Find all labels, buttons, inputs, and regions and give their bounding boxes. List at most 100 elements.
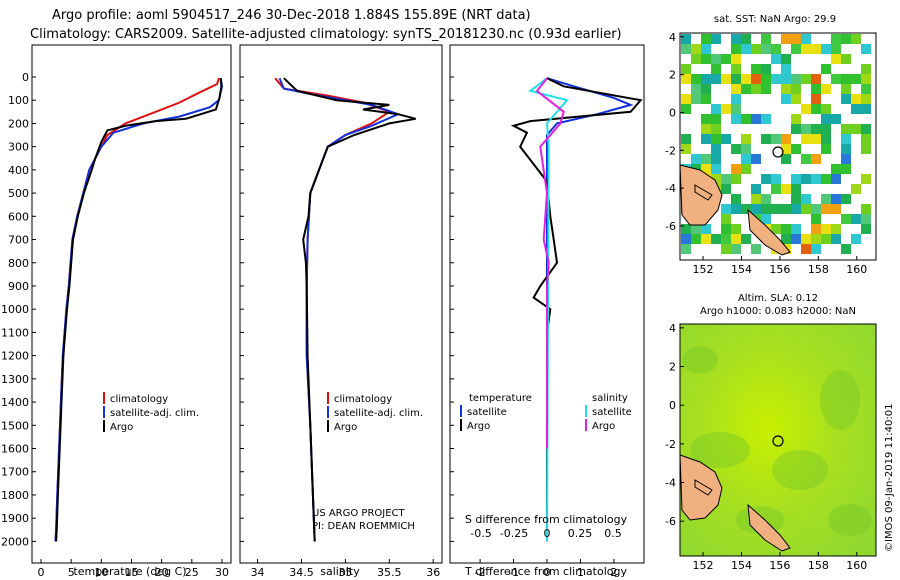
sst-cell — [731, 54, 741, 64]
legend-satellite: satellite-adj. clim. — [334, 408, 423, 419]
sst-cell — [831, 234, 841, 244]
figure-title-line2: Climatology: CARS2009. Satellite-adjuste… — [30, 27, 622, 42]
sst-cell — [821, 124, 831, 134]
sst-cell — [801, 154, 811, 164]
sst-cell — [741, 44, 751, 54]
sst-cell — [801, 244, 811, 254]
temperature-x-axis: 0 5 10 15 20 25 30 — [38, 559, 229, 579]
map-y-tick-label: 4 — [669, 322, 676, 335]
sst-cell — [701, 164, 711, 174]
sst-cell — [701, 54, 711, 64]
sst-cell — [791, 234, 801, 244]
sst-cell — [761, 134, 771, 144]
sst-cell — [771, 174, 781, 184]
sst-cell — [711, 164, 721, 174]
sst-cell — [681, 94, 691, 104]
legend-sal-argo: Argo — [592, 421, 615, 432]
sst-cell — [721, 74, 731, 84]
sst-cell — [711, 134, 721, 144]
sst-cell — [811, 234, 821, 244]
sst-cell — [791, 74, 801, 84]
sla-feature — [828, 504, 872, 536]
temperature-plot-frame — [31, 44, 232, 564]
sst-cell — [731, 204, 741, 214]
sst-cell — [791, 44, 801, 54]
sst-cell — [801, 174, 811, 184]
sst-cell — [831, 44, 841, 54]
sst-cell — [711, 64, 721, 74]
sst-cell — [681, 44, 691, 54]
sst-cell — [691, 84, 701, 94]
sst-cell — [701, 74, 711, 84]
sst-cell — [691, 154, 701, 164]
sst-cell — [781, 184, 791, 194]
sst-cell — [691, 44, 701, 54]
depth-tick-label: 1800 — [1, 489, 29, 502]
sst-cell — [731, 94, 741, 104]
map-y-tick-label: -4 — [665, 182, 676, 195]
depth-tick-label: 900 — [8, 280, 29, 293]
secondary-tick-label: 0.5 — [604, 527, 622, 540]
map-y-tick-label: -6 — [665, 515, 676, 528]
sst-cell — [781, 94, 791, 104]
sst-cell — [821, 134, 831, 144]
map-y-tick-label: -2 — [665, 144, 676, 157]
temperature-panel: 0 5 10 15 20 25 30 temperature (deg C) climato… — [31, 44, 232, 579]
depth-tick-label: 1500 — [1, 419, 29, 432]
sst-cell — [841, 34, 851, 44]
x-tick-label: 35.5 — [377, 566, 402, 579]
sst-cell — [731, 144, 741, 154]
map-y-tick-label: 0 — [669, 106, 676, 119]
sst-cell — [701, 34, 711, 44]
legend-climatology: climatology — [334, 394, 392, 405]
x-tick-label: 36 — [426, 566, 440, 579]
sst-cell — [861, 94, 871, 104]
sst-cell — [751, 184, 761, 194]
sst-cell — [781, 204, 791, 214]
sst-cell — [731, 174, 741, 184]
sst-cell — [681, 34, 691, 44]
sst-cell — [841, 214, 851, 224]
sst-cell — [841, 54, 851, 64]
sst-cell — [721, 224, 731, 234]
depth-axis: 0 100 200 300 400 500 600 700 800 900 1000 1100 1200… — [1, 71, 454, 548]
sst-cell — [761, 214, 771, 224]
sst-cell — [831, 114, 841, 124]
x-tick-label: 15 — [125, 566, 139, 579]
sst-cell — [811, 154, 821, 164]
sst-cell — [741, 134, 751, 144]
sst-cell — [701, 94, 711, 104]
map-y-tick-label: 0 — [669, 399, 676, 412]
sst-cell — [681, 234, 691, 244]
depth-tick-label: 700 — [8, 234, 29, 247]
temperature-lines — [54, 77, 224, 542]
sst-cell — [721, 184, 731, 194]
sst-cell — [711, 114, 721, 124]
sst-cell — [691, 74, 701, 84]
sst-cell — [781, 144, 791, 154]
sst-cell — [701, 224, 711, 234]
sst-cell — [701, 44, 711, 54]
sst-cell — [821, 234, 831, 244]
sst-cell — [731, 74, 741, 84]
legend-satellite: satellite-adj. clim. — [110, 408, 199, 419]
x-tick-label: -1 — [508, 566, 519, 579]
sst-cell — [861, 84, 871, 94]
sst-cell — [751, 244, 761, 254]
argo-location-marker — [772, 435, 784, 447]
sst-cell — [811, 44, 821, 54]
sst-cell — [851, 74, 861, 84]
sst-cell — [731, 104, 741, 114]
legend-temp-argo: Argo — [467, 421, 490, 432]
sst-cell — [721, 174, 731, 184]
depth-tick-label: 1000 — [1, 303, 29, 316]
depth-tick-label: 0 — [22, 71, 29, 84]
sst-cell — [801, 34, 811, 44]
temperature-x-label: temperature (deg C) — [73, 565, 186, 578]
depth-tick-label: 1600 — [1, 443, 29, 456]
map-x-tick-label: 152 — [693, 559, 714, 572]
map-y-tick-label: 2 — [669, 69, 676, 82]
sst-cell — [861, 44, 871, 54]
depth-tick-label: 600 — [8, 210, 29, 223]
sst-cell — [771, 54, 781, 64]
